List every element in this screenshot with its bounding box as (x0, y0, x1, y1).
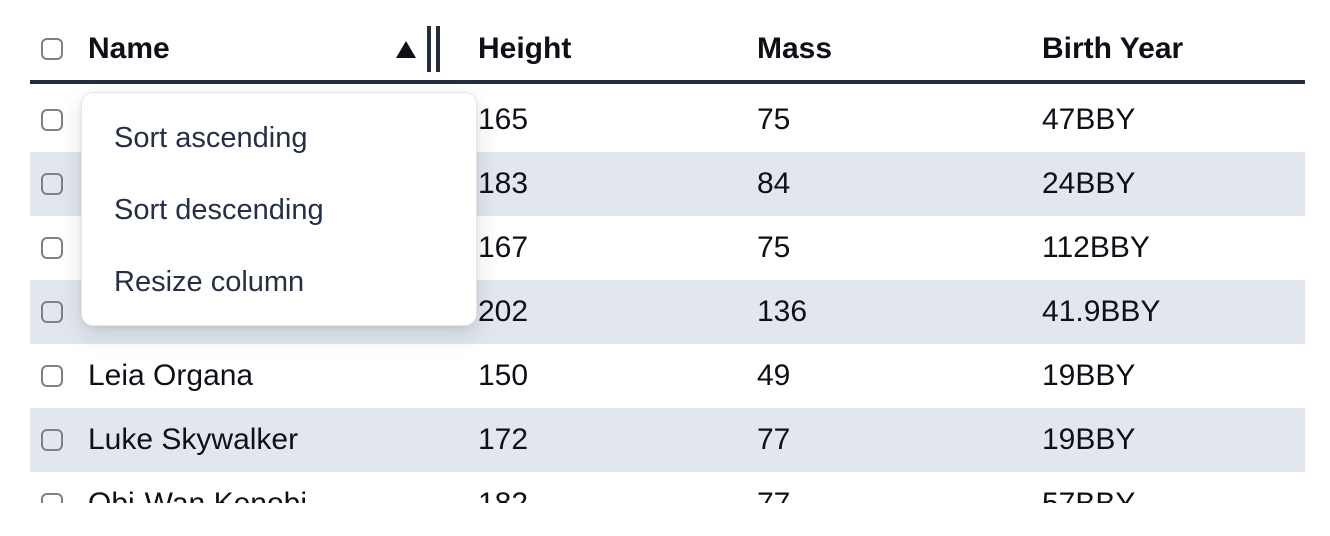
table-row: Luke Skywalker 172 77 19BBY (30, 408, 1305, 472)
row-checkbox[interactable] (41, 493, 63, 503)
row-checkbox[interactable] (41, 301, 63, 323)
cell-birth-year: 112BBY (1042, 231, 1150, 264)
column-header-name-label: Name (88, 32, 170, 65)
sort-ascending-icon (396, 40, 416, 58)
cell-birth-year: 24BBY (1042, 167, 1136, 200)
cell-mass: 136 (757, 295, 808, 328)
cell-height: 165 (478, 103, 529, 136)
cell-mass: 77 (757, 487, 1042, 503)
column-header-name[interactable]: Name (78, 26, 478, 72)
menu-item-resize-column[interactable]: Resize column (114, 265, 305, 298)
cell-mass: 49 (757, 359, 791, 392)
cell-name: Obi-Wan Kenobi (78, 487, 478, 503)
cell-name: Luke Skywalker (88, 423, 299, 456)
cell-birth-year: 57BBY (1042, 487, 1305, 503)
cell-height: 150 (478, 359, 529, 392)
row-checkbox[interactable] (41, 365, 63, 387)
table-row: 167 75 112BBY (30, 216, 1305, 280)
cell-birth-year: 47BBY (1042, 103, 1136, 136)
cell-mass: 75 (757, 103, 791, 136)
cell-mass: 84 (757, 167, 791, 200)
cell-birth-year: 19BBY (1042, 423, 1136, 456)
row-checkbox[interactable] (41, 237, 63, 259)
table-header-row: Name Height Mass Birth Year (30, 18, 1305, 84)
row-checkbox[interactable] (41, 173, 63, 195)
cell-birth-year: 41.9BBY (1042, 295, 1161, 328)
select-all-checkbox[interactable] (41, 38, 63, 60)
row-checkbox[interactable] (41, 429, 63, 451)
cell-height: 167 (478, 231, 529, 264)
menu-item-sort-descending[interactable]: Sort descending (114, 193, 324, 226)
cell-height: 202 (478, 295, 529, 328)
table-row: Obi-Wan Kenobi 182 77 57BBY (30, 472, 1305, 503)
cell-birth-year: 19BBY (1042, 359, 1136, 392)
column-header-height[interactable]: Height (478, 32, 572, 65)
select-all-cell (30, 38, 78, 60)
row-checkbox[interactable] (41, 109, 63, 131)
cell-height: 182 (478, 487, 757, 503)
cell-name: Leia Organa (88, 359, 254, 392)
table-row: 165 75 47BBY (30, 88, 1305, 152)
column-header-birth-year[interactable]: Birth Year (1042, 32, 1184, 65)
cell-mass: 77 (757, 423, 791, 456)
menu-item-sort-ascending[interactable]: Sort ascending (114, 121, 308, 154)
column-context-menu: Sort ascending Sort descending Resize co… (81, 92, 477, 326)
column-header-mass[interactable]: Mass (757, 32, 833, 65)
column-resize-handle-icon[interactable] (427, 26, 440, 72)
cell-height: 183 (478, 167, 529, 200)
cell-height: 172 (478, 423, 529, 456)
cell-mass: 75 (757, 231, 791, 264)
table-row: Leia Organa 150 49 19BBY (30, 344, 1305, 408)
